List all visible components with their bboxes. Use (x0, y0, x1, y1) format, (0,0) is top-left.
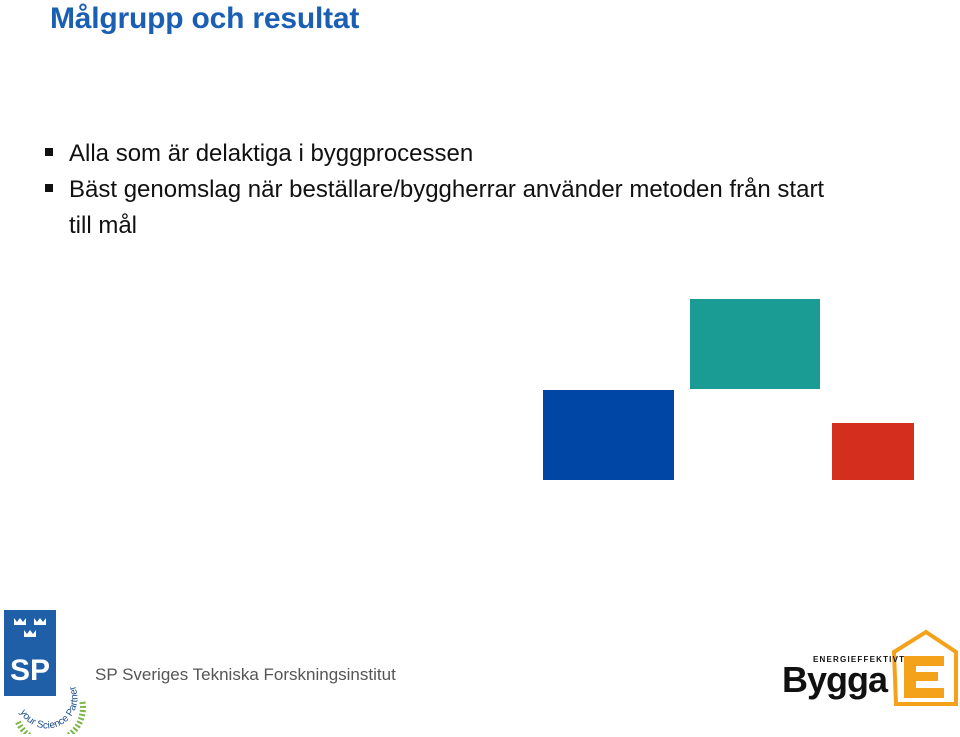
bygga-tagline: ENERGIEFFEKTIVT (813, 655, 906, 664)
red-square (832, 423, 914, 480)
partner-text: your Science Partner (17, 684, 80, 732)
bygga-wordmark: Bygga (782, 659, 888, 700)
sp-logo-text: SP (10, 654, 50, 687)
bygga-e-logo (891, 629, 958, 706)
slide-title: Målgrupp och resultat (50, 2, 360, 35)
bullet-item: Alla som är delaktiga i byggprocessen (40, 136, 840, 172)
svg-text:your Science Partner: your Science Partner (17, 684, 80, 732)
bullet-list: Alla som är delaktiga i byggprocessen Bä… (40, 136, 840, 244)
teal-square (690, 299, 820, 389)
institute-name: SP Sveriges Tekniska Forskningsinstitut (95, 665, 396, 684)
bullet-item: Bäst genomslag när beställare/byggherrar… (40, 172, 840, 244)
blue-square (543, 390, 674, 480)
partner-seal: your Science Partner (15, 684, 86, 734)
sp-logo: SP (4, 610, 56, 696)
